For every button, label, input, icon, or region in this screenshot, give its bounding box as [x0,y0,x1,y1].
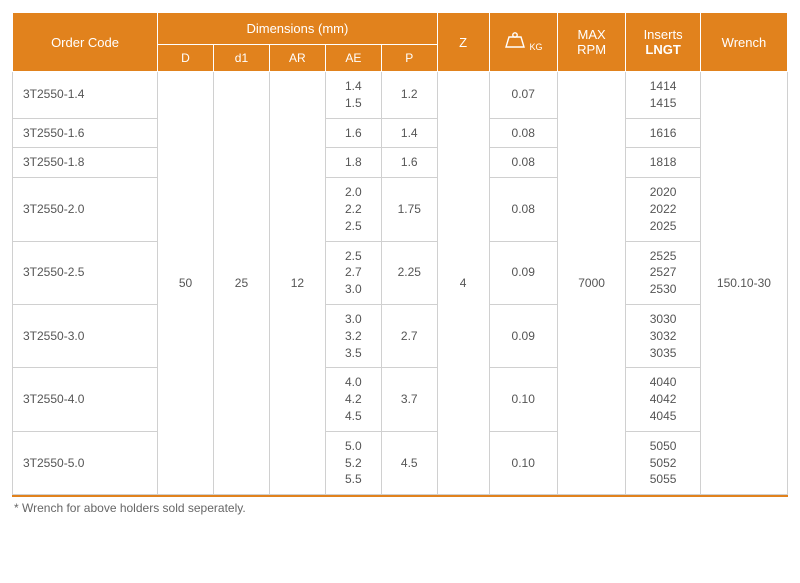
cell-P: 1.2 [381,72,437,119]
cell-inserts: 303030323035 [626,304,701,367]
max-rpm-line1: MAX [578,27,606,42]
cell-inserts: 1616 [626,118,701,148]
col-header-d1: d1 [213,45,269,72]
col-header-z: Z [437,13,489,72]
col-header-D: D [158,45,214,72]
table-row: 3T2550-1.45025121.41.51.240.077000141414… [13,72,788,119]
inserts-line2: LNGT [645,42,680,57]
cell-AE: 5.05.25.5 [325,431,381,494]
cell-AE: 1.8 [325,148,381,178]
cell-order-code: 3T2550-3.0 [13,304,158,367]
table-row: 3T2550-4.0 4.04.24.53.7 0.10 404040424045 [13,368,788,431]
cell-P: 1.75 [381,178,437,241]
cell-AE: 3.03.23.5 [325,304,381,367]
table-header: Order Code Dimensions (mm) Z KG MAX RPM … [13,13,788,72]
max-rpm-line2: RPM [577,42,606,57]
cell-weight: 0.10 [489,431,557,494]
cell-weight: 0.07 [489,72,557,119]
cell-P: 1.4 [381,118,437,148]
table-body: 3T2550-1.45025121.41.51.240.077000141414… [13,72,788,495]
cell-inserts: 404040424045 [626,368,701,431]
cell-P: 2.25 [381,241,437,304]
cell-weight: 0.08 [489,118,557,148]
table-row: 3T2550-1.6 1.61.4 0.08 1616 [13,118,788,148]
cell-AE: 1.6 [325,118,381,148]
cell-weight: 0.10 [489,368,557,431]
col-header-AR: AR [269,45,325,72]
inserts-line1: Inserts [644,27,683,42]
table-row: 3T2550-2.5 2.52.73.02.25 0.09 252525272530 [13,241,788,304]
cell-inserts: 202020222025 [626,178,701,241]
cell-weight: 0.09 [489,304,557,367]
col-header-P: P [381,45,437,72]
col-header-weight: KG [489,13,557,72]
cell-P: 1.6 [381,148,437,178]
cell-inserts: 14141415 [626,72,701,119]
cell-inserts: 252525272530 [626,241,701,304]
cell-d1: 25 [213,72,269,495]
cell-order-code: 3T2550-1.6 [13,118,158,148]
cell-order-code: 3T2550-1.4 [13,72,158,119]
cell-weight: 0.08 [489,178,557,241]
cell-order-code: 3T2550-2.5 [13,241,158,304]
cell-order-code: 3T2550-2.0 [13,178,158,241]
table-row: 3T2550-3.0 3.03.23.52.7 0.09 303030323035 [13,304,788,367]
cell-order-code: 3T2550-5.0 [13,431,158,494]
weight-icon [504,32,526,50]
cell-P: 4.5 [381,431,437,494]
cell-inserts: 505050525055 [626,431,701,494]
cell-Z: 4 [437,72,489,495]
cell-order-code: 3T2550-4.0 [13,368,158,431]
spec-table: Order Code Dimensions (mm) Z KG MAX RPM … [12,12,788,495]
cell-AE: 2.52.73.0 [325,241,381,304]
cell-P: 2.7 [381,304,437,367]
footnote-text: * Wrench for above holders sold seperate… [12,501,788,515]
cell-P: 3.7 [381,368,437,431]
cell-weight: 0.09 [489,241,557,304]
col-header-AE: AE [325,45,381,72]
cell-wrench: 150.10-30 [700,72,787,495]
col-header-max-rpm: MAX RPM [557,13,625,72]
cell-AE: 1.41.5 [325,72,381,119]
cell-AE: 4.04.24.5 [325,368,381,431]
table-row: 3T2550-5.0 5.05.25.54.5 0.10 505050525055 [13,431,788,494]
cell-order-code: 3T2550-1.8 [13,148,158,178]
table-row: 3T2550-1.8 1.81.6 0.08 1818 [13,148,788,178]
col-header-inserts: Inserts LNGT [626,13,701,72]
col-header-order-code: Order Code [13,13,158,72]
col-header-dimensions: Dimensions (mm) [158,13,438,45]
cell-weight: 0.08 [489,148,557,178]
cell-D: 50 [158,72,214,495]
cell-AE: 2.02.22.5 [325,178,381,241]
cell-inserts: 1818 [626,148,701,178]
table-bottom-rule [12,495,788,497]
cell-AR: 12 [269,72,325,495]
cell-max-rpm: 7000 [557,72,625,495]
col-header-wrench: Wrench [700,13,787,72]
weight-label: KG [530,42,543,52]
table-row: 3T2550-2.0 2.02.22.51.75 0.08 202020222025 [13,178,788,241]
